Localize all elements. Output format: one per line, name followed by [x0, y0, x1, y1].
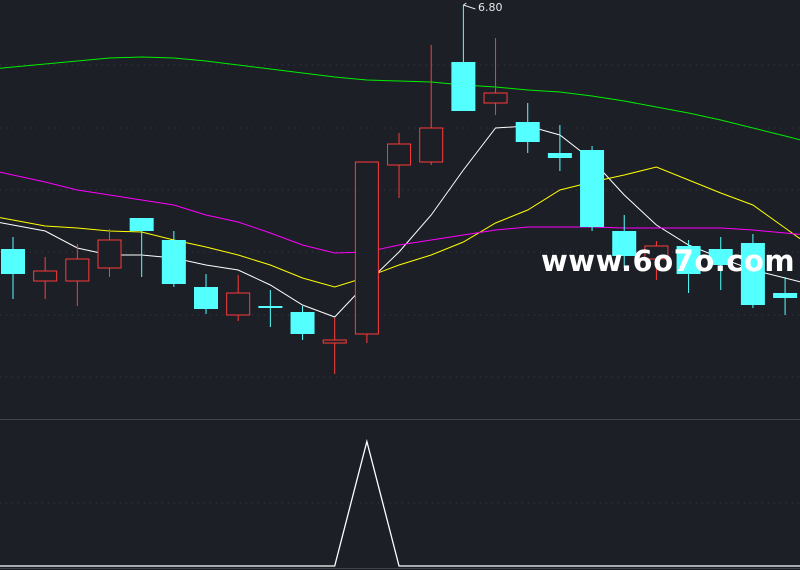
candle-body-down	[451, 62, 476, 111]
candle-body-down	[612, 231, 637, 256]
candle-body-down	[194, 287, 219, 309]
candle-body-down	[547, 153, 572, 158]
candle-body-down	[580, 150, 605, 227]
moving-average-line-4	[0, 56, 800, 141]
candle-body-up	[354, 161, 379, 335]
candle-body-down	[773, 293, 798, 298]
high-price-label: 6.80	[478, 1, 503, 14]
watermark: www.6o7o.com	[541, 244, 796, 278]
candle-body-up	[483, 92, 508, 104]
candle-body-down	[161, 240, 186, 284]
high-label-leader	[463, 2, 476, 10]
candle-body-down	[1, 249, 25, 274]
candle-body-down	[515, 122, 540, 142]
candle-body-down	[740, 243, 765, 305]
candle-body-up	[226, 292, 251, 316]
candle-body-up	[387, 143, 412, 166]
candle-body-down	[290, 312, 315, 334]
indicator-line	[0, 438, 800, 567]
candle-body-up	[419, 127, 444, 163]
candle-body-down	[258, 306, 283, 308]
moving-average-line-3	[0, 171, 800, 254]
candle-body-up	[65, 258, 90, 282]
candle-body-down	[129, 218, 154, 231]
candle-body-down	[676, 246, 701, 274]
candle-body-up	[322, 339, 347, 344]
moving-average-line-2	[0, 166, 800, 288]
candle-body-down	[708, 249, 733, 265]
candle-body-up	[97, 239, 122, 269]
candle-body-up	[33, 270, 58, 282]
candle-body-up	[644, 245, 669, 260]
